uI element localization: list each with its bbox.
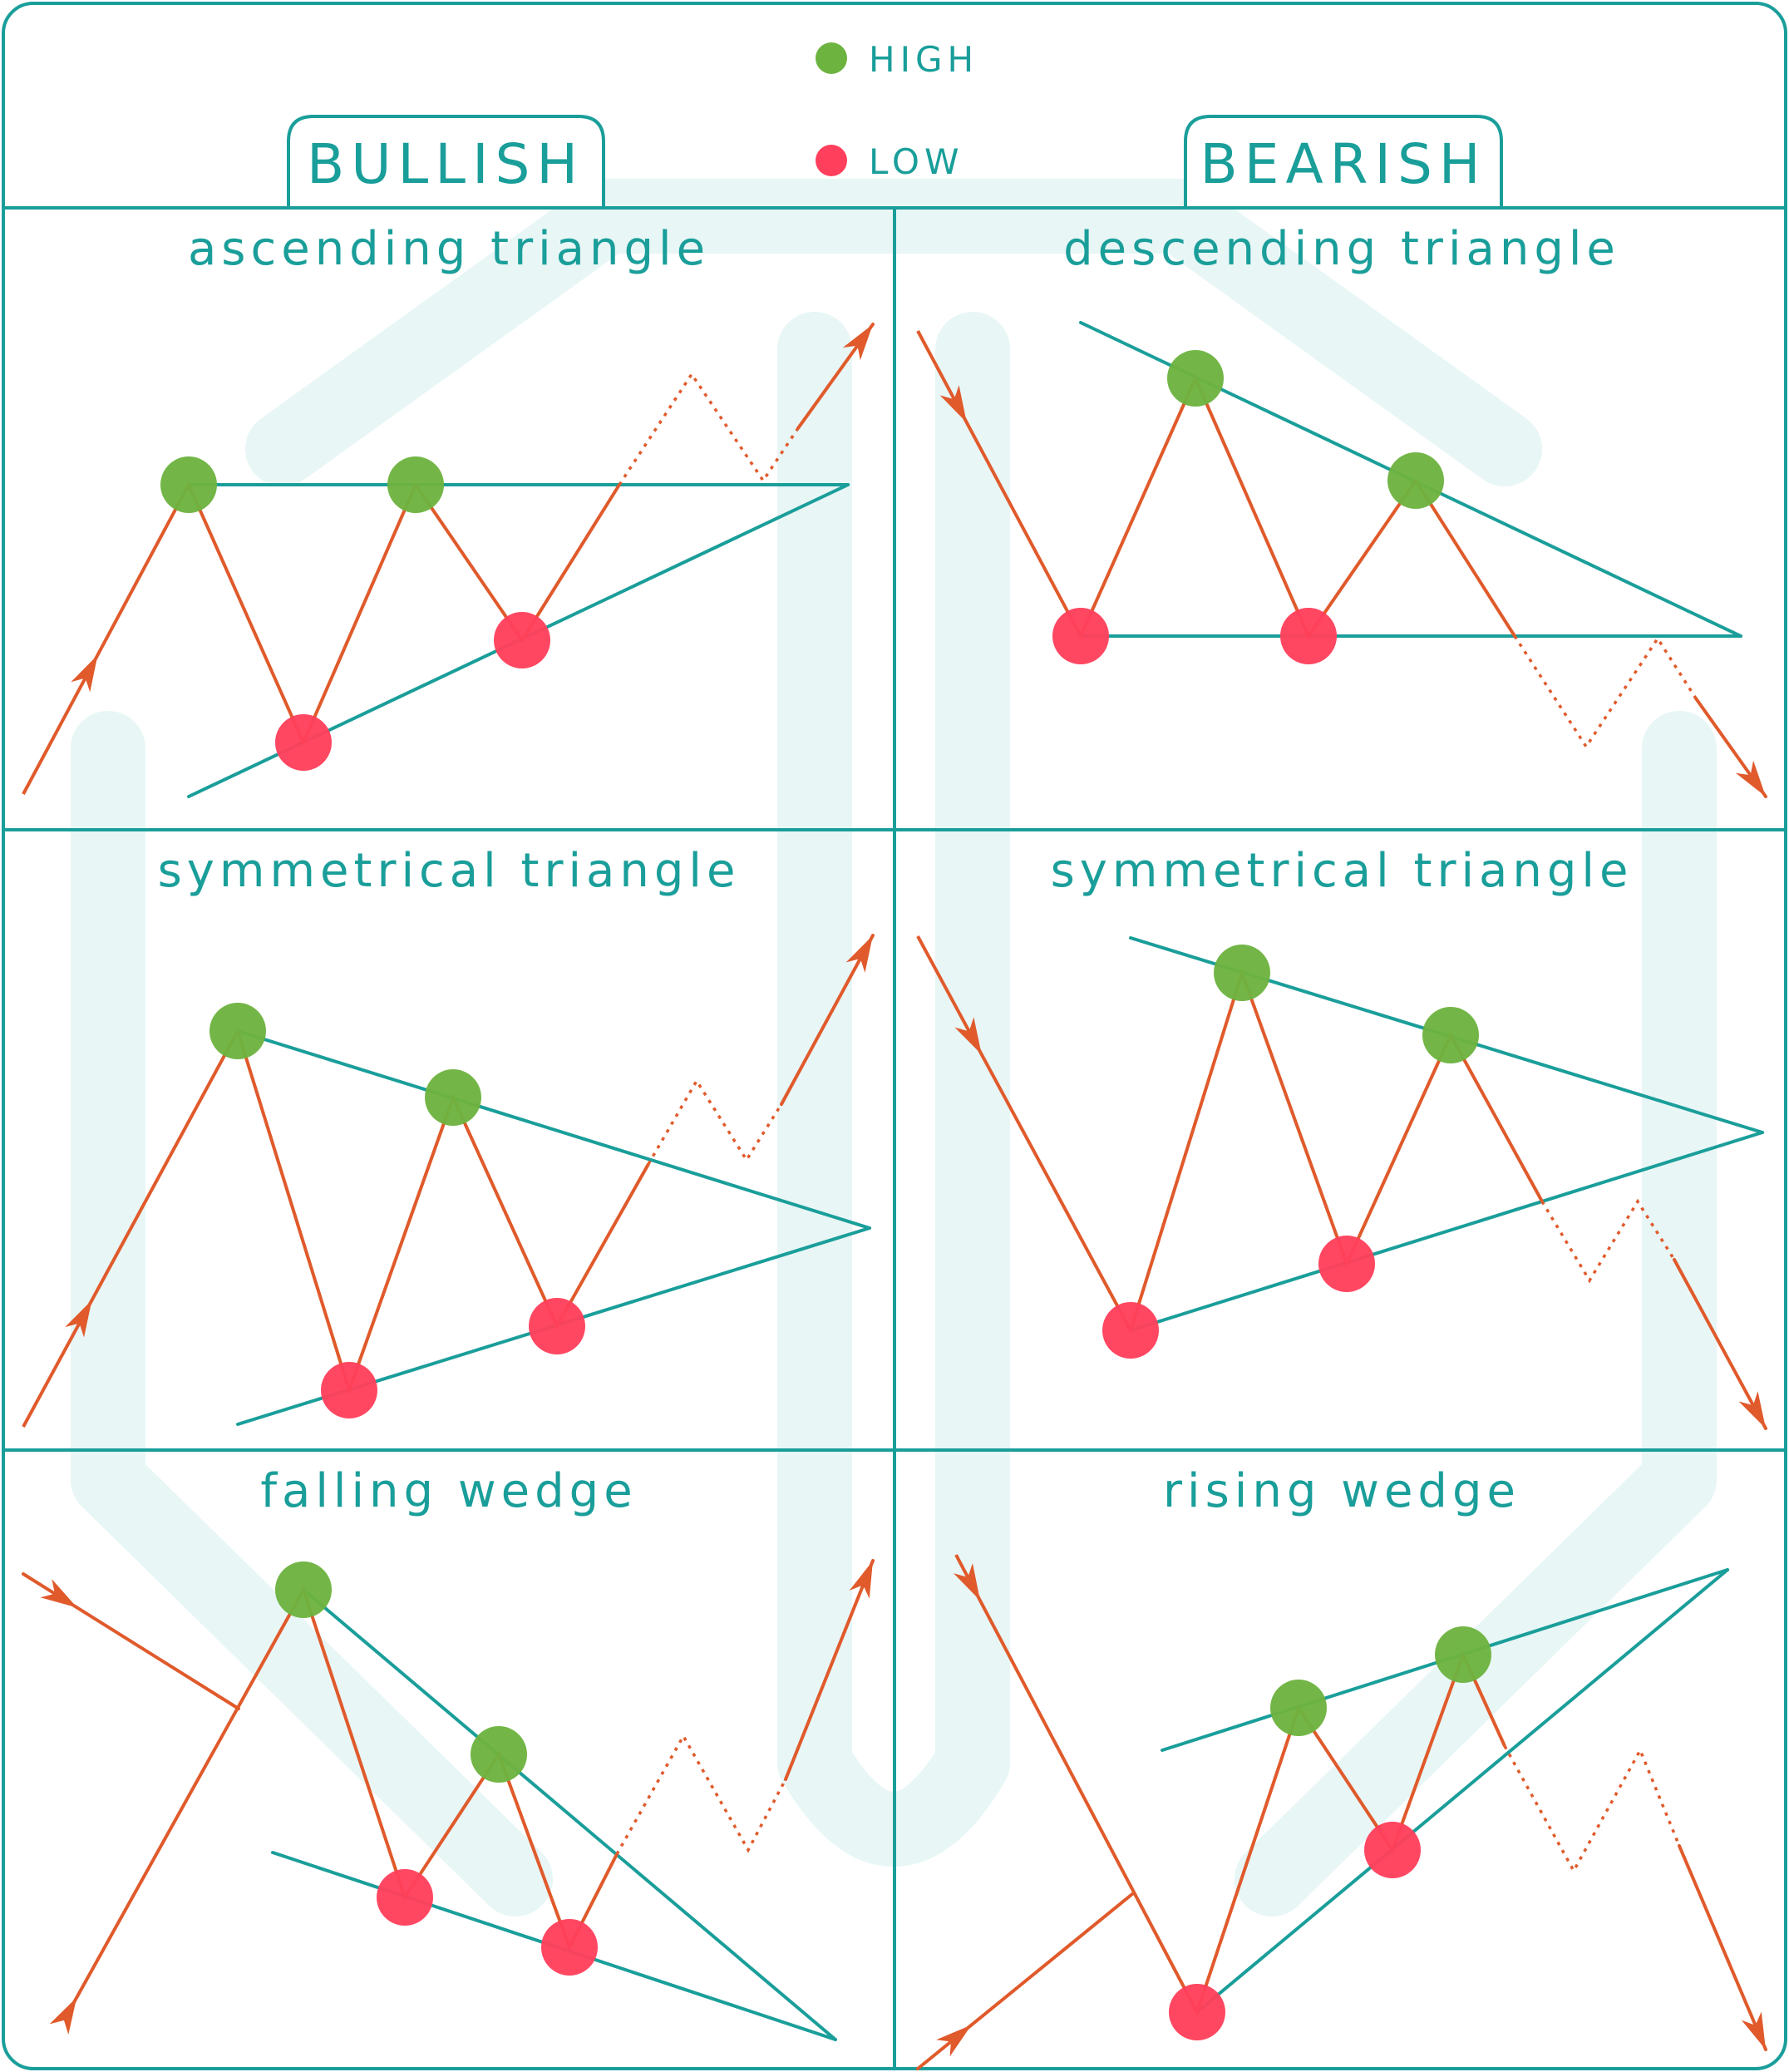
price-path [22, 1026, 650, 1428]
pattern-ascending-triangle [22, 323, 875, 798]
trend-arrow-1 [49, 1997, 77, 2035]
breakout-arrow-head [1738, 1391, 1766, 1428]
legend-low-dot [816, 145, 847, 176]
high-point-2 [1435, 1626, 1491, 1683]
breakout-path [1513, 635, 1698, 750]
tab-bullish-label: BULLISH [307, 132, 584, 196]
breakout-arrow-shaft [1678, 1844, 1767, 2051]
title-falling-wedge: falling wedge [260, 1464, 637, 1518]
low-point-1 [1169, 1984, 1225, 2040]
breakout-arrow-head [845, 935, 873, 973]
low-point-2 [1318, 1236, 1375, 1292]
high-point-2 [425, 1069, 481, 1126]
breakout-arrow-head [849, 1561, 873, 1599]
high-point-1 [160, 456, 217, 513]
trendline-2 [1195, 1568, 1729, 2014]
low-point-1 [321, 1362, 377, 1418]
breakout-arrow-head [1735, 760, 1766, 797]
legend-low-label: LOW [869, 141, 964, 182]
high-point-1 [1270, 1680, 1327, 1736]
title-ascending-triangle: ascending triangle [188, 222, 710, 276]
pattern-symmetrical-triangle-bullish [22, 934, 875, 1428]
prior-trend-line-1 [22, 1572, 240, 1710]
pattern-rising-wedge [916, 1554, 1767, 2070]
trendline-2 [1129, 1131, 1764, 1332]
trend-arrow-1 [71, 654, 98, 693]
low-point-1 [377, 1869, 433, 1926]
pattern-falling-wedge [22, 1559, 875, 2041]
prior-trend-line-1 [916, 1892, 1134, 2070]
panel-titles: ascending triangle descending triangle s… [158, 222, 1634, 1518]
breakout-arrow-shaft [784, 1559, 875, 1781]
breakout-arrow-shaft [1673, 1258, 1767, 1430]
breakout-path [647, 1078, 783, 1165]
title-symmetrical-triangle-bearish: symmetrical triangle [1051, 844, 1634, 898]
price-path [22, 481, 621, 795]
high-point-2 [1422, 1007, 1479, 1063]
price-path [916, 935, 1544, 1335]
low-point-1 [1052, 608, 1109, 664]
low-point-1 [275, 714, 332, 771]
tab-bearish-label: BEARISH [1200, 132, 1487, 196]
breakout-path [1540, 1198, 1676, 1284]
low-point-2 [1364, 1822, 1421, 1878]
low-point-2 [541, 1919, 598, 1976]
tab-bearish: BEARISH [1184, 115, 1503, 208]
pattern-symmetrical-triangle-bearish [916, 935, 1767, 1430]
breakout-path [1503, 1745, 1681, 1874]
tab-bullish: BULLISH [287, 115, 605, 208]
breakout-arrow-head [1741, 2011, 1766, 2050]
trend-arrow-1 [939, 385, 967, 423]
trendline-1 [302, 1588, 837, 2041]
patterns [22, 321, 1767, 2070]
high-point-1 [275, 1561, 332, 1618]
trendline-1 [236, 1029, 871, 1230]
high-point-1 [209, 1003, 266, 1059]
breakout-arrow-shaft [780, 934, 875, 1106]
trend-arrow-1 [953, 1563, 980, 1601]
breakout-path [615, 1733, 787, 1855]
low-point-2 [529, 1298, 585, 1354]
title-descending-triangle: descending triangle [1063, 222, 1620, 276]
high-point-2 [1387, 452, 1444, 509]
pattern-descending-triangle [916, 321, 1767, 798]
breakout-path [618, 371, 800, 486]
title-symmetrical-triangle-bullish: symmetrical triangle [158, 844, 741, 898]
high-point-1 [1214, 945, 1270, 1001]
high-point-1 [1167, 350, 1224, 407]
low-point-2 [494, 612, 550, 668]
legend-high-label: HIGH [869, 39, 978, 80]
legend: HIGH LOW [816, 39, 978, 182]
low-point-2 [1280, 608, 1337, 664]
breakout-arrow-head [842, 324, 873, 361]
price-path [916, 330, 1516, 640]
high-point-2 [471, 1726, 527, 1783]
trend-arrow-1 [954, 1017, 982, 1055]
legend-high-dot [816, 42, 847, 74]
title-rising-wedge: rising wedge [1163, 1464, 1520, 1518]
trend-arrow-1 [65, 1300, 92, 1338]
low-point-1 [1102, 1302, 1159, 1359]
price-path [63, 1586, 619, 2020]
high-point-2 [387, 456, 444, 513]
panel-grid [3, 206, 1786, 2069]
